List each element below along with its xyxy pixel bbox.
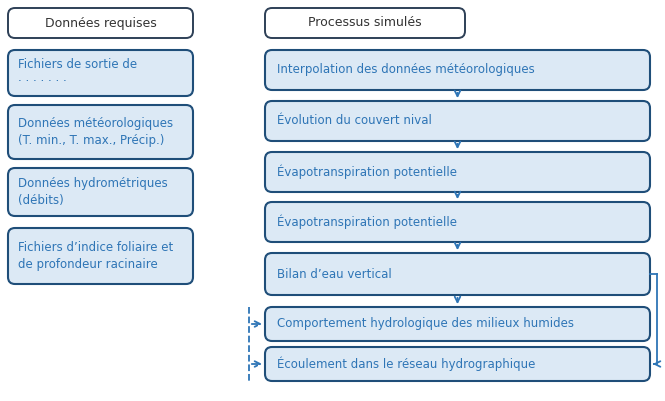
FancyBboxPatch shape (8, 228, 193, 284)
FancyBboxPatch shape (265, 307, 650, 341)
Text: Comportement hydrologique des milieux humides: Comportement hydrologique des milieux hu… (277, 318, 574, 330)
Text: Données requises: Données requises (45, 16, 156, 30)
Text: Processus simulés: Processus simulés (308, 16, 422, 30)
FancyBboxPatch shape (265, 347, 650, 381)
FancyBboxPatch shape (8, 8, 193, 38)
FancyBboxPatch shape (265, 8, 465, 38)
FancyBboxPatch shape (8, 50, 193, 96)
FancyBboxPatch shape (265, 253, 650, 295)
Text: Évapotranspiration potentielle: Évapotranspiration potentielle (277, 215, 457, 229)
FancyBboxPatch shape (265, 152, 650, 192)
Text: Interpolation des données météorologiques: Interpolation des données météorologique… (277, 63, 535, 77)
Text: Évapotranspiration potentielle: Évapotranspiration potentielle (277, 165, 457, 179)
FancyBboxPatch shape (8, 105, 193, 159)
Text: Données météorologiques
(T. min., T. max., Précip.): Données météorologiques (T. min., T. max… (18, 117, 173, 147)
FancyBboxPatch shape (265, 202, 650, 242)
Text: Bilan d’eau vertical: Bilan d’eau vertical (277, 267, 392, 281)
FancyBboxPatch shape (265, 101, 650, 141)
FancyBboxPatch shape (8, 168, 193, 216)
FancyBboxPatch shape (265, 50, 650, 90)
Text: Fichiers de sortie de
· · · · · · ·: Fichiers de sortie de · · · · · · · (18, 58, 137, 88)
Text: Données hydrométriques
(débits): Données hydrométriques (débits) (18, 177, 168, 207)
Text: Évolution du couvert nival: Évolution du couvert nival (277, 115, 432, 128)
Text: Fichiers d’indice foliaire et
de profondeur racinaire: Fichiers d’indice foliaire et de profond… (18, 241, 174, 271)
Text: Écoulement dans le réseau hydrographique: Écoulement dans le réseau hydrographique (277, 357, 535, 371)
